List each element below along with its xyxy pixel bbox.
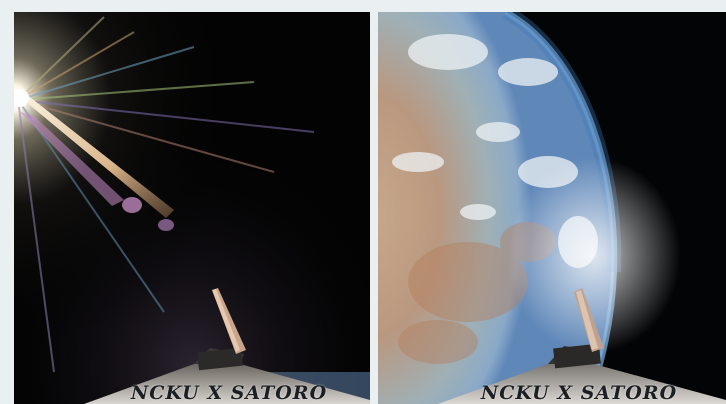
sun-flare-image	[14, 12, 370, 404]
satellite-plate-text: NCKU X SATORO	[130, 382, 328, 404]
satellite-plate-text: NCKU X SATORO	[480, 382, 678, 404]
sun-flare-photo: NCKU X SATORO	[14, 12, 370, 404]
earth-limb-photo: NCKU X SATORO	[378, 12, 726, 404]
earth-limb-image	[378, 12, 726, 404]
